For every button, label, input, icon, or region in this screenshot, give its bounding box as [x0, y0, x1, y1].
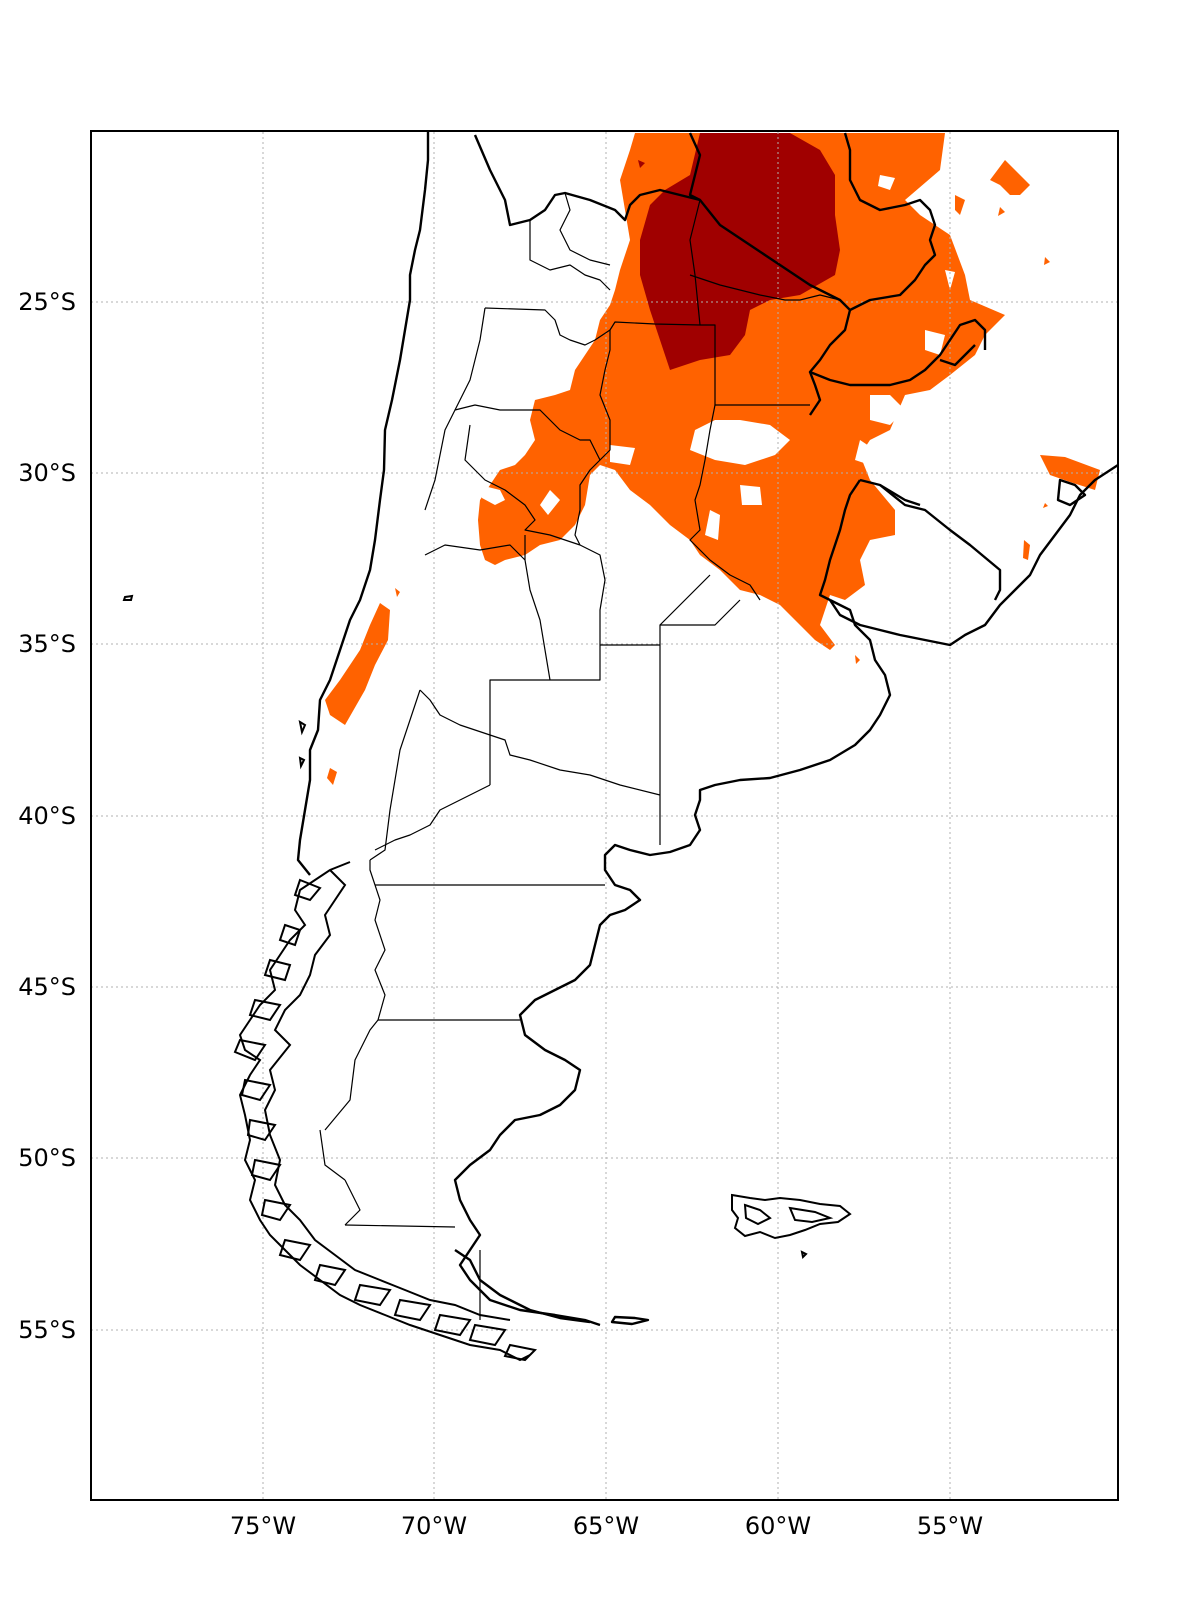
map-frame [90, 130, 1119, 1501]
lat-tick-50s: 50°S [18, 1144, 76, 1172]
falkland-islands [731, 1193, 852, 1260]
southern-chile-archipelago [122, 594, 538, 1362]
country-borders [473, 132, 1002, 602]
lat-tick-30s: 30°S [18, 459, 76, 487]
lat-tick-45s: 45°S [18, 973, 76, 1001]
lon-tick-65w: 65°W [573, 1512, 639, 1540]
lon-tick-70w: 70°W [401, 1512, 467, 1540]
shaded-region-gaps [480, 175, 955, 540]
lon-tick-55w: 55°W [917, 1512, 983, 1540]
lon-tick-60w: 60°W [745, 1512, 811, 1540]
province-borders [319, 192, 841, 1320]
latitude-tick-labels: 25°S 30°S 35°S 40°S 45°S 50°S 55°S [18, 288, 76, 1344]
lat-tick-40s: 40°S [18, 802, 76, 830]
gridlines [91, 132, 1118, 1500]
lat-tick-55s: 55°S [18, 1316, 76, 1344]
lat-tick-35s: 35°S [18, 630, 76, 658]
longitude-tick-labels: 75°W 70°W 65°W 60°W 55°W [230, 1512, 983, 1540]
chile-coastline [296, 132, 430, 876]
argentina-atlantic-coast [453, 598, 892, 1327]
lon-tick-75w: 75°W [230, 1512, 296, 1540]
shaded-region-level-1 [325, 133, 1100, 785]
uruguay-coast [829, 463, 1119, 647]
lat-tick-25s: 25°S [18, 288, 76, 316]
